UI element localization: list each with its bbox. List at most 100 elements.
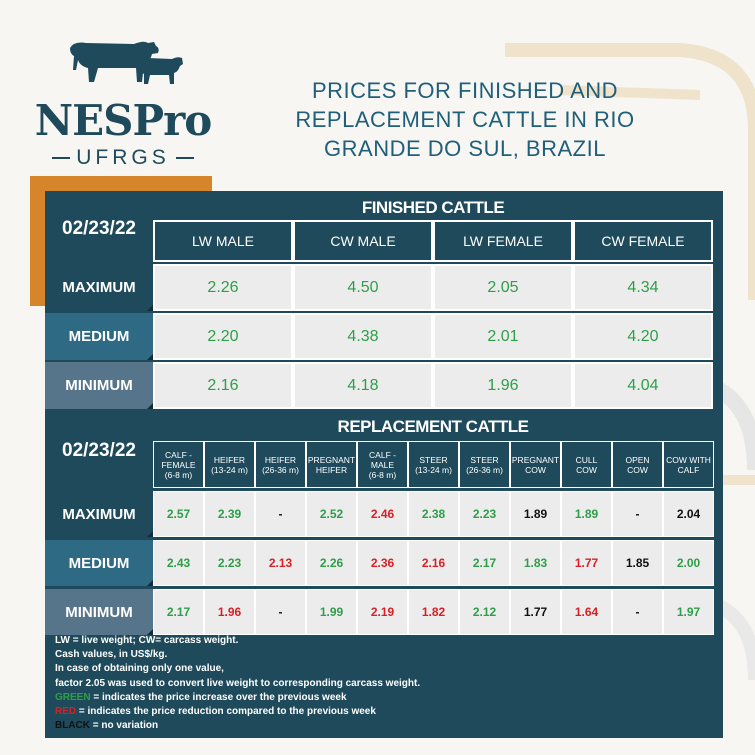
replacement-col-header-line: CALF - xyxy=(165,449,192,460)
note-line: In case of obtaining only one value, xyxy=(55,662,715,676)
replacement-value-cell: 2.17 xyxy=(459,540,510,586)
replacement-value-cell: 1.83 xyxy=(510,540,561,586)
finished-col-header: LW FEMALE xyxy=(433,220,573,262)
replacement-value-cell: 1.82 xyxy=(408,589,459,635)
replacement-value-cell: 2.12 xyxy=(459,589,510,635)
replacement-col-header-line: MALE xyxy=(370,459,395,470)
replacement-value-cell: 1.77 xyxy=(561,540,612,586)
replacement-value-cell: 2.38 xyxy=(408,491,459,537)
replacement-value-cell: 1.89 xyxy=(510,491,561,537)
replacement-value-cell: 2.17 xyxy=(153,589,204,635)
cattle-icon xyxy=(70,41,183,84)
finished-value-cell: 1.96 xyxy=(433,362,573,409)
note-line: Cash values, in US$/kg. xyxy=(55,648,715,662)
note-text: = indicates the price increase over the … xyxy=(90,691,347,703)
replacement-col-header: PREGNANT COW xyxy=(510,441,561,488)
corner-arrow-icon xyxy=(147,305,153,311)
replacement-col-header: HEIFER (13-24 m) xyxy=(204,441,255,488)
note-text: Cash values, in US$/kg. xyxy=(55,649,168,661)
replacement-col-header-line: (13-24 m) xyxy=(415,464,452,475)
replacement-value-cell: 2.46 xyxy=(357,491,408,537)
replacement-value-cell: 2.19 xyxy=(357,589,408,635)
replacement-col-header-line: (6-8 m) xyxy=(368,469,397,480)
corner-arrow-icon xyxy=(147,629,153,635)
finished-value-cell: 2.26 xyxy=(153,264,293,311)
replacement-col-header-line: PREGNANT xyxy=(307,454,356,465)
finished-col-header: LW MALE xyxy=(153,220,293,262)
replacement-col-header-line: (6-8 m) xyxy=(164,469,193,480)
note-line: LW = live weight; CW= carcass weight. xyxy=(55,634,715,648)
finished-value-cell: 2.20 xyxy=(153,313,293,360)
finished-row-label: MAXIMUM xyxy=(45,264,153,311)
replacement-col-header-line: CULL xyxy=(575,454,598,465)
replacement-value-cell: 2.16 xyxy=(408,540,459,586)
replacement-value-cell: 2.00 xyxy=(663,540,714,586)
replacement-col-header-line: (13-24 m) xyxy=(211,464,248,475)
note-line: GREEN = indicates the price increase ove… xyxy=(55,691,715,705)
note-text: LW = live weight; CW= carcass weight. xyxy=(55,635,239,646)
replacement-value-cell: 1.85 xyxy=(612,540,663,586)
replacement-value-cell: 2.43 xyxy=(153,540,204,586)
replacement-col-header: CULL COW xyxy=(561,441,612,488)
replacement-col-header: STEER (13-24 m) xyxy=(408,441,459,488)
corner-arrow-icon xyxy=(147,403,153,409)
finished-col-header: CW FEMALE xyxy=(573,220,713,262)
notes: LW = live weight; CW= carcass weight. Cas… xyxy=(55,634,715,733)
replacement-value-cell: 1.64 xyxy=(561,589,612,635)
corner-arrow-icon xyxy=(147,354,153,360)
replacement-col-header-line: HEIFER xyxy=(264,454,297,465)
replacement-col-header-line: OPEN xyxy=(625,454,650,465)
brand-subtitle: UFRGS xyxy=(28,146,218,170)
replacement-col-header: PREGNANT HEIFER xyxy=(306,441,357,488)
replacement-col-header: STEER (26-36 m) xyxy=(459,441,510,488)
finished-value-cell: 4.34 xyxy=(573,264,713,311)
finished-row-label: MEDIUM xyxy=(45,313,153,360)
replacement-col-header: CALF - MALE (6-8 m) xyxy=(357,441,408,488)
replacement-value-cell: 1.77 xyxy=(510,589,561,635)
replacement-col-header-line: (26-36 m) xyxy=(466,464,503,475)
note-text: factor 2.05 was used to convert live wei… xyxy=(55,677,421,689)
finished-value-cell: 4.20 xyxy=(573,313,713,360)
replacement-col-header-line: COW xyxy=(576,464,597,475)
replacement-value-cell: 2.57 xyxy=(153,491,204,537)
replacement-col-header-line: STEER xyxy=(470,454,499,465)
replacement-value-cell: 1.89 xyxy=(561,491,612,537)
replacement-col-header-line: COW xyxy=(525,464,546,475)
replacement-value-cell: 2.04 xyxy=(663,491,714,537)
note-line: factor 2.05 was used to convert live wei… xyxy=(55,677,715,691)
replacement-row-label: MEDIUM xyxy=(45,540,153,586)
note-text: In case of obtaining only one value, xyxy=(55,663,224,675)
corner-arrow-icon xyxy=(147,531,153,537)
replacement-col-header-line: HEIFER xyxy=(315,464,348,475)
replacement-row-label: MINIMUM xyxy=(45,589,153,635)
note-line: RED = indicates the price reduction comp… xyxy=(55,705,715,719)
finished-value-cell: 4.38 xyxy=(293,313,433,360)
nespro-logo: NESPro UFRGS xyxy=(28,38,218,173)
replacement-value-cell: 2.39 xyxy=(204,491,255,537)
replacement-value-cell: 1.97 xyxy=(663,589,714,635)
page-title: PRICES FOR FINISHED AND REPLACEMENT CATT… xyxy=(295,78,635,161)
replacement-col-header: OPEN COW xyxy=(612,441,663,488)
corner-arrow-icon xyxy=(147,580,153,586)
replacement-value-cell: 2.23 xyxy=(459,491,510,537)
replacement-col-header-line: FEMALE xyxy=(161,459,196,470)
finished-row-label: MINIMUM xyxy=(45,362,153,409)
replacement-value-cell: 2.13 xyxy=(255,540,306,586)
finished-value-cell: 4.18 xyxy=(293,362,433,409)
finished-value-cell: 4.04 xyxy=(573,362,713,409)
replacement-value-cell: 1.96 xyxy=(204,589,255,635)
replacement-date: 02/23/22 xyxy=(45,413,153,489)
replacement-value-cell: - xyxy=(612,491,663,537)
legend-key: BLACK xyxy=(55,720,90,732)
replacement-value-cell: 2.26 xyxy=(306,540,357,586)
finished-col-header: CW MALE xyxy=(293,220,433,262)
replacement-value-cell: 2.23 xyxy=(204,540,255,586)
finished-value-cell: 2.16 xyxy=(153,362,293,409)
replacement-row-label: MAXIMUM xyxy=(45,491,153,537)
finished-value-cell: 2.01 xyxy=(433,313,573,360)
replacement-value-cell: 1.99 xyxy=(306,589,357,635)
replacement-col-header: COW WITH CALF xyxy=(663,441,714,488)
replacement-col-header-line: CALF xyxy=(677,464,700,475)
replacement-value-cell: 2.36 xyxy=(357,540,408,586)
finished-value-cell: 2.05 xyxy=(433,264,573,311)
